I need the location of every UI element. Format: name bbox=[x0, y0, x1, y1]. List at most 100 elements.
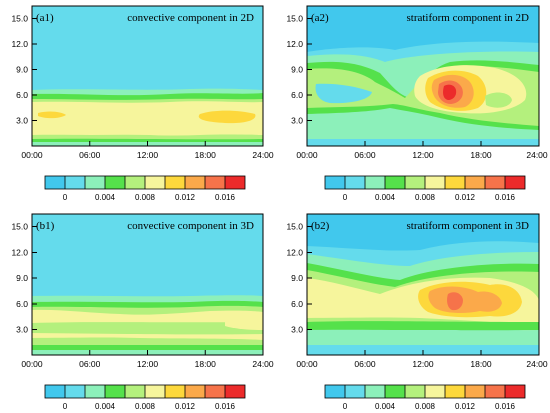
contour-band-8 bbox=[198, 110, 256, 124]
contour-field bbox=[307, 6, 539, 146]
x-tick-label: 00:00 bbox=[21, 359, 43, 369]
colorbar: 0 0.004 0.008 0.012 0.016 bbox=[324, 175, 526, 202]
contour-band-5 bbox=[315, 83, 372, 104]
axis-ticks bbox=[306, 226, 540, 355]
panel-title: convective component in 3D bbox=[127, 220, 254, 232]
x-tick-label: 18:00 bbox=[470, 150, 492, 160]
y-tick-label: 12.0 bbox=[11, 39, 28, 49]
x-tick-label: 12:00 bbox=[137, 150, 159, 160]
colorbar-label: 0.016 bbox=[495, 193, 516, 202]
colorbar-swatch bbox=[65, 385, 85, 398]
colorbar-swatch bbox=[125, 176, 145, 189]
y-tick-label: 6.0 bbox=[16, 90, 28, 100]
colorbar-label: 0.004 bbox=[95, 193, 116, 202]
panel-label: (a2) bbox=[311, 12, 329, 24]
colorbar-swatch bbox=[145, 385, 165, 398]
colorbar-swatch bbox=[505, 176, 525, 189]
contour-band-5 bbox=[32, 322, 263, 335]
x-tick-label: 06:00 bbox=[354, 150, 376, 160]
x-tick-label: 06:00 bbox=[79, 359, 101, 369]
x-tick-label: 18:00 bbox=[195, 359, 217, 369]
y-tick-label: 3.0 bbox=[291, 325, 303, 335]
colorbar-swatch bbox=[365, 385, 385, 398]
colorbar-swatch bbox=[205, 385, 225, 398]
y-tick-label: 9.0 bbox=[16, 65, 28, 75]
y-tick-label: 3.0 bbox=[16, 116, 28, 126]
colorbar-swatch bbox=[465, 176, 485, 189]
colorbar: 0 0.004 0.008 0.012 0.016 bbox=[44, 175, 246, 202]
colorbar-swatch bbox=[85, 385, 105, 398]
y-tick-label: 9.0 bbox=[291, 273, 303, 283]
y-tick-label: 6.0 bbox=[16, 299, 28, 309]
contour-field bbox=[32, 214, 263, 355]
colorbar-swatch bbox=[345, 385, 365, 398]
colorbar-label: 0.004 bbox=[375, 402, 396, 411]
panel-title: convective component in 2D bbox=[127, 12, 254, 24]
y-tick-label: 15.0 bbox=[11, 222, 28, 232]
colorbar-label: 0.012 bbox=[455, 402, 476, 411]
colorbar-swatch bbox=[225, 385, 245, 398]
colorbar-swatch bbox=[65, 176, 85, 189]
x-tick-label: 00:00 bbox=[296, 150, 318, 160]
colorbar-label: 0.008 bbox=[135, 193, 156, 202]
colorbar-swatch bbox=[185, 176, 205, 189]
contour-field bbox=[32, 6, 263, 146]
colorbar-swatch bbox=[445, 385, 465, 398]
x-tick-label: 00:00 bbox=[21, 150, 43, 160]
colorbar-swatch bbox=[125, 385, 145, 398]
contour-band-11 bbox=[485, 92, 512, 108]
colorbar-label: 0.004 bbox=[95, 402, 116, 411]
colorbar-label: 0.016 bbox=[495, 402, 516, 411]
y-tick-label: 3.0 bbox=[291, 116, 303, 126]
colorbar-swatch bbox=[105, 176, 125, 189]
colorbar-swatch bbox=[405, 385, 425, 398]
colorbar-label: 0.012 bbox=[455, 193, 476, 202]
contour-band-9 bbox=[307, 321, 539, 330]
x-tick-label: 24:00 bbox=[526, 150, 548, 160]
x-tick-label: 06:00 bbox=[354, 359, 376, 369]
x-tick-label: 24:00 bbox=[526, 359, 548, 369]
colorbar-label: 0.016 bbox=[215, 193, 236, 202]
colorbar-swatch bbox=[505, 385, 525, 398]
panel-a2: 00:00 06:00 12:00 18:00 24:00 3.0 6.0 9.… bbox=[286, 5, 548, 202]
colorbar-label: 0 bbox=[343, 193, 348, 202]
colorbar-swatch bbox=[45, 385, 65, 398]
contour-band-6 bbox=[225, 317, 263, 330]
y-tick-label: 12.0 bbox=[286, 39, 303, 49]
colorbar-swatch bbox=[405, 176, 425, 189]
y-tick-label: 15.0 bbox=[11, 14, 28, 24]
colorbar-label: 0.012 bbox=[175, 193, 196, 202]
axis-ticks bbox=[306, 18, 540, 146]
x-tick-label: 12:00 bbox=[412, 150, 434, 160]
colorbar-swatch bbox=[325, 385, 345, 398]
x-tick-label: 12:00 bbox=[412, 359, 434, 369]
colorbar-swatch bbox=[365, 176, 385, 189]
colorbar-swatch bbox=[485, 176, 505, 189]
colorbar-label: 0.016 bbox=[215, 402, 236, 411]
y-tick-label: 6.0 bbox=[291, 90, 303, 100]
x-tick-label: 12:00 bbox=[137, 359, 159, 369]
panel-title: stratiform component in 2D bbox=[406, 12, 529, 24]
colorbar-label: 0 bbox=[343, 402, 348, 411]
panel-b2: 00:00 06:00 12:00 18:00 24:00 3.0 6.0 9.… bbox=[286, 213, 548, 411]
contour-band-4 bbox=[32, 101, 263, 136]
x-tick-label: 18:00 bbox=[470, 359, 492, 369]
panel-label: (a1) bbox=[36, 12, 54, 24]
y-tick-label: 6.0 bbox=[291, 299, 303, 309]
colorbar-swatch bbox=[465, 385, 485, 398]
colorbar-swatch bbox=[105, 385, 125, 398]
y-tick-label: 15.0 bbox=[286, 14, 303, 24]
colorbar-label: 0.008 bbox=[415, 193, 436, 202]
x-tick-label: 18:00 bbox=[195, 150, 217, 160]
panel-title: stratiform component in 3D bbox=[406, 220, 529, 232]
contour-field bbox=[307, 214, 539, 355]
colorbar-swatch bbox=[425, 176, 445, 189]
x-tick-label: 06:00 bbox=[79, 150, 101, 160]
y-tick-label: 9.0 bbox=[16, 273, 28, 283]
panel-b1: 00:00 06:00 12:00 18:00 24:00 3.0 6.0 9.… bbox=[11, 213, 274, 411]
y-tick-label: 3.0 bbox=[16, 325, 28, 335]
axis-ticks bbox=[31, 18, 264, 146]
colorbar-label: 0.008 bbox=[135, 402, 156, 411]
x-tick-label: 00:00 bbox=[296, 359, 318, 369]
